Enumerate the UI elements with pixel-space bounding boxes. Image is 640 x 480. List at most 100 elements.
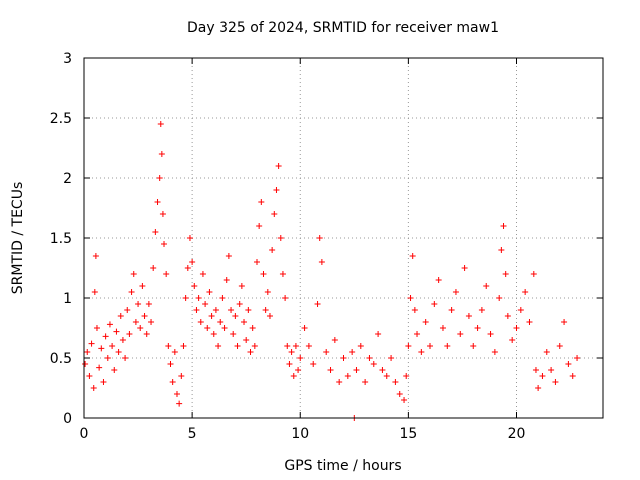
data-point <box>543 349 550 355</box>
data-point <box>375 331 382 337</box>
data-point <box>84 349 91 355</box>
data-point <box>109 343 116 349</box>
data-point <box>91 289 98 295</box>
data-point <box>344 373 351 379</box>
data-point <box>487 331 494 337</box>
data-point <box>379 367 386 373</box>
y-tick-label: 0.5 <box>50 351 72 367</box>
data-point <box>517 307 524 313</box>
data-point <box>401 397 408 403</box>
data-point <box>199 271 206 277</box>
data-point <box>236 301 243 307</box>
data-point <box>104 355 111 361</box>
data-point <box>403 373 410 379</box>
data-point <box>173 391 180 397</box>
data-point <box>277 235 284 241</box>
data-point <box>366 355 373 361</box>
plot-frame <box>83 57 604 419</box>
data-point <box>452 289 459 295</box>
data-point <box>262 307 269 313</box>
data-point <box>161 241 168 247</box>
data-point <box>301 325 308 331</box>
data-point <box>370 361 377 367</box>
data-point <box>221 325 228 331</box>
data-point <box>182 295 189 301</box>
data-point <box>275 163 282 169</box>
data-point <box>340 355 347 361</box>
data-point <box>169 379 176 385</box>
data-point <box>249 325 256 331</box>
data-point <box>539 373 546 379</box>
data-point <box>202 301 209 307</box>
data-point <box>88 340 95 347</box>
data-point <box>98 345 105 352</box>
data-point <box>195 295 202 301</box>
data-point <box>225 253 232 259</box>
data-point <box>435 277 442 283</box>
data-point <box>96 364 103 371</box>
data-point <box>208 313 215 319</box>
data-point <box>206 289 213 295</box>
data-point <box>284 343 291 349</box>
data-point <box>143 331 150 337</box>
data-point <box>126 331 133 337</box>
data-point <box>509 337 516 343</box>
data-point <box>483 283 490 289</box>
data-point <box>491 349 498 355</box>
data-point <box>314 301 321 307</box>
data-point <box>145 301 152 307</box>
data-point <box>331 337 338 343</box>
data-point <box>353 367 360 373</box>
data-point <box>210 331 217 337</box>
data-point <box>448 307 455 313</box>
data-point <box>273 187 280 193</box>
data-point <box>130 271 137 277</box>
data-point <box>548 367 555 373</box>
data-point <box>418 349 425 355</box>
data-point <box>178 373 185 379</box>
y-tick-label: 3 <box>63 51 72 67</box>
data-point <box>295 367 302 373</box>
data-point <box>269 247 276 253</box>
data-point <box>193 307 200 313</box>
data-point <box>457 331 464 337</box>
data-point <box>167 361 174 367</box>
data-point <box>191 283 198 289</box>
data-point <box>407 295 414 301</box>
data-point <box>279 271 286 277</box>
data-point <box>349 349 356 355</box>
data-point <box>427 343 433 349</box>
data-point <box>496 295 503 301</box>
data-point <box>336 379 343 385</box>
data-point <box>241 319 248 325</box>
y-tick-label: 1.5 <box>50 231 72 247</box>
data-point <box>465 313 472 319</box>
data-point <box>474 325 481 331</box>
data-point <box>111 367 118 373</box>
data-point <box>256 223 263 229</box>
data-point <box>411 307 418 313</box>
grid <box>84 58 603 418</box>
data-point <box>470 343 477 349</box>
data-point <box>163 271 170 277</box>
data-point <box>238 283 245 289</box>
data-point <box>232 313 239 319</box>
data-point <box>290 373 297 379</box>
x-tick-label: 20 <box>508 426 526 442</box>
data-point <box>137 325 144 331</box>
data-point <box>93 325 100 331</box>
data-point <box>251 343 258 349</box>
data-point <box>535 385 542 391</box>
data-point <box>264 289 271 295</box>
x-axis-label: GPS time / hours <box>284 458 401 474</box>
data-point <box>522 289 529 295</box>
data-point <box>565 361 572 367</box>
y-tick-label: 2 <box>63 171 72 187</box>
y-axis-label: SRMTID / TECUs <box>10 182 26 295</box>
data-point <box>82 361 89 367</box>
data-point <box>230 331 237 337</box>
data-point <box>171 349 178 355</box>
data-point <box>498 247 505 253</box>
axes: 0 5 10 15 20 0 0.5 1 1.5 2 2.5 3 <box>50 51 603 442</box>
data-point <box>260 271 267 277</box>
